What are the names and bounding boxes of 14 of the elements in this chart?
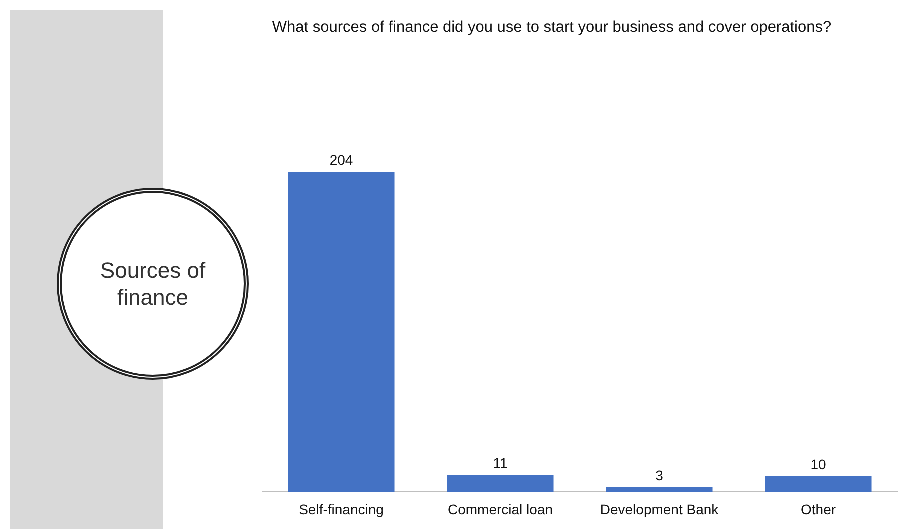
bar <box>288 172 395 492</box>
bar <box>606 487 713 492</box>
x-tick-label: Commercial loan <box>448 501 554 518</box>
x-tick-label: Other <box>800 501 836 518</box>
bar <box>447 474 554 492</box>
x-tick-label: Self-financing <box>299 501 384 518</box>
bar <box>765 476 872 492</box>
data-label: 10 <box>810 456 826 472</box>
chart-title: What sources of finance did you use to start your business and cover operations? <box>271 18 833 38</box>
data-label: 204 <box>330 152 354 168</box>
x-tick-label: Development Bank <box>600 501 720 518</box>
data-label: 3 <box>656 467 664 484</box>
data-label: 11 <box>493 454 508 471</box>
source-note: Sources of finance <box>99 256 207 312</box>
